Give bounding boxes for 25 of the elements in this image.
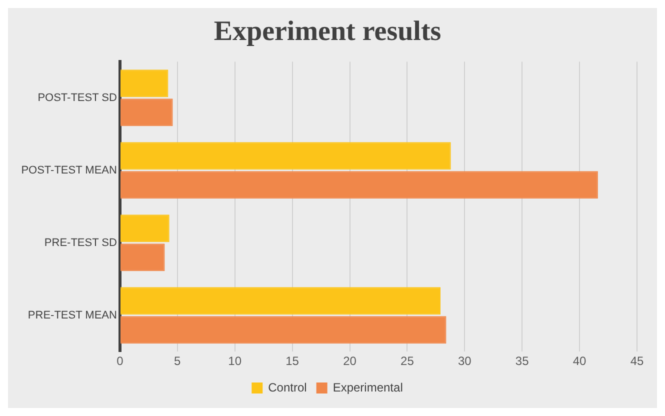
chart-title: Experiment results [214, 16, 442, 48]
x-tick-label: 10 [228, 354, 242, 368]
x-tick-label: 20 [343, 354, 357, 368]
legend-label: Experimental [332, 380, 403, 394]
legend-label: Control [268, 380, 307, 394]
y-tick-label: PRE-TEST MEAN [28, 309, 118, 322]
bar [120, 316, 446, 344]
y-tick-label: POST-TEST MEAN [21, 164, 117, 176]
x-tick-label: 0 [116, 354, 124, 368]
bar [120, 244, 165, 272]
bar [120, 287, 441, 315]
x-tick-label: 15 [286, 354, 300, 368]
x-tick-label: 5 [174, 354, 182, 368]
x-tick-label: 30 [458, 354, 472, 368]
bar [120, 142, 451, 170]
x-tick-label: 40 [572, 354, 587, 368]
x-tick-label: 35 [515, 354, 530, 368]
x-tick-label: 45 [630, 354, 644, 368]
y-tick-label: POST-TEST SD [38, 92, 117, 104]
bar [120, 98, 173, 126]
bar [120, 214, 170, 242]
bar [120, 70, 168, 98]
x-tick-label: 25 [400, 354, 414, 368]
bar [120, 171, 598, 199]
y-tick-label: PRE-TEST SD [44, 236, 118, 249]
